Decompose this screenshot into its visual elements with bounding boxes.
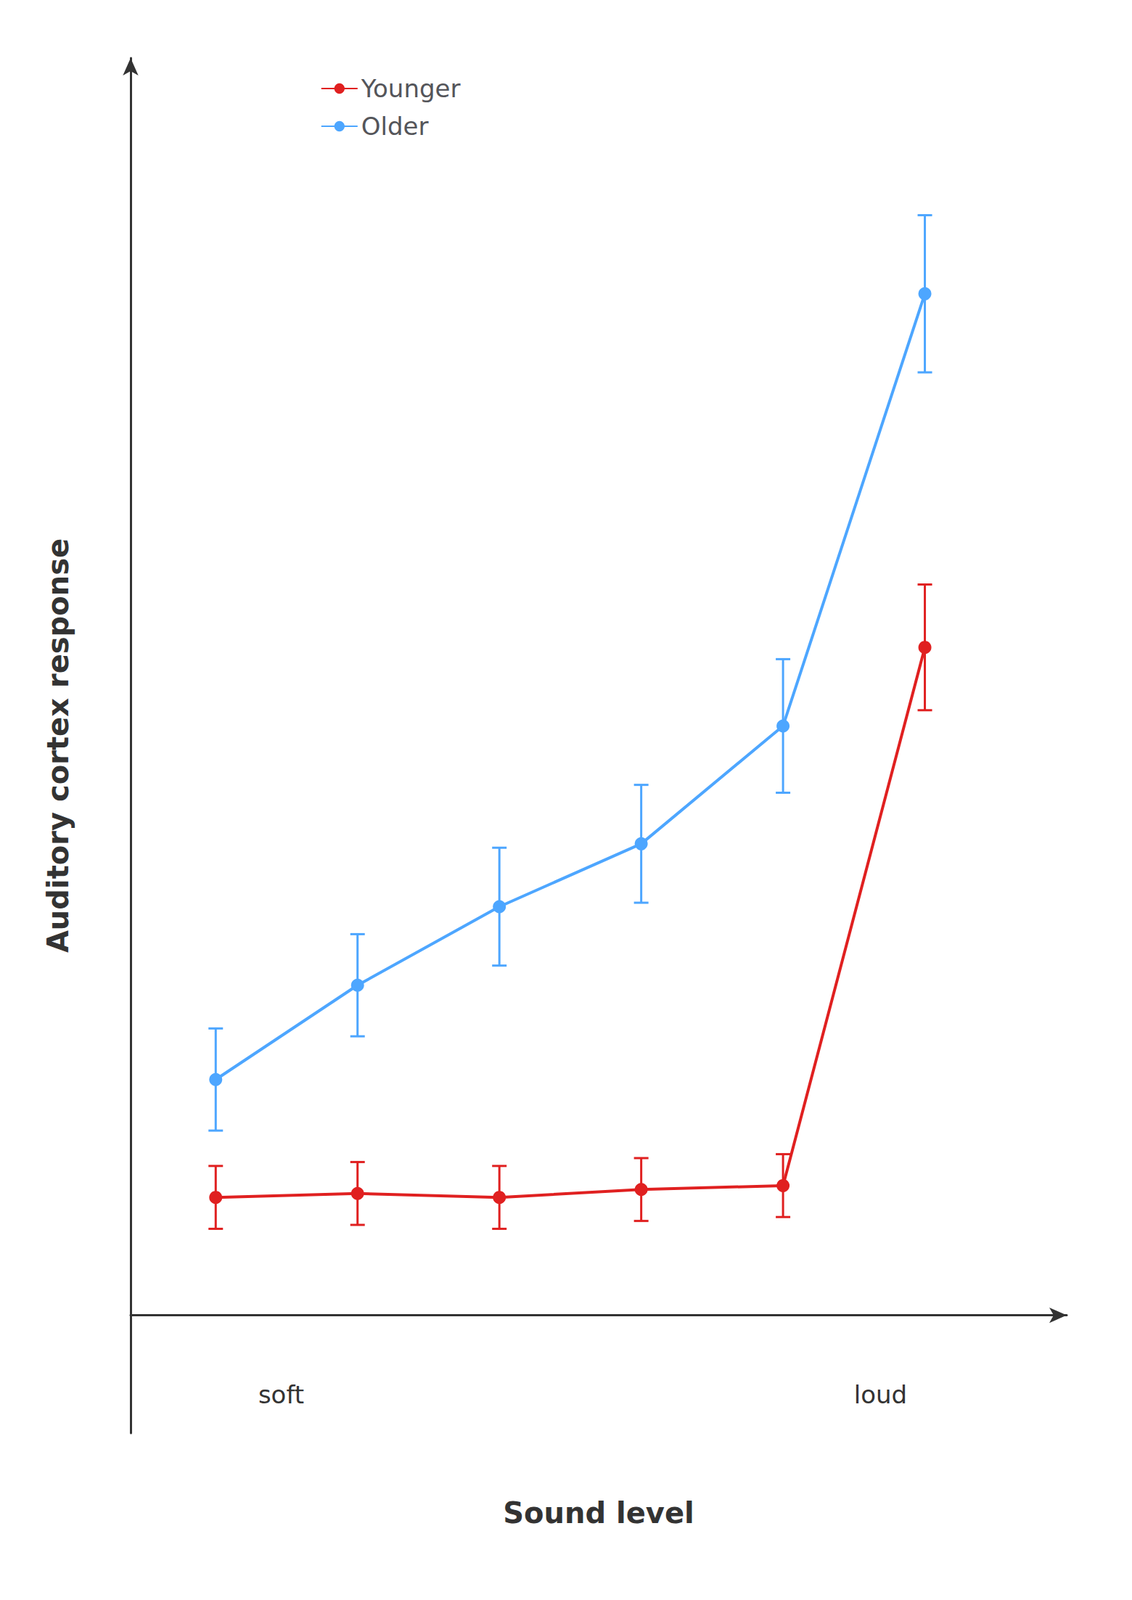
svg-text:loud: loud bbox=[854, 1380, 908, 1410]
svg-text:Sound level: Sound level bbox=[502, 1496, 695, 1530]
svg-text:Auditory cortex response: Auditory cortex response bbox=[41, 538, 75, 953]
svg-text:Younger: Younger bbox=[360, 74, 461, 104]
svg-text:soft: soft bbox=[258, 1380, 305, 1410]
svg-text:Older: Older bbox=[361, 111, 429, 141]
